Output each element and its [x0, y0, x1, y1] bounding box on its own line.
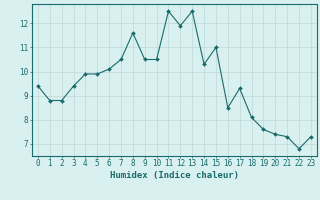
X-axis label: Humidex (Indice chaleur): Humidex (Indice chaleur)	[110, 171, 239, 180]
